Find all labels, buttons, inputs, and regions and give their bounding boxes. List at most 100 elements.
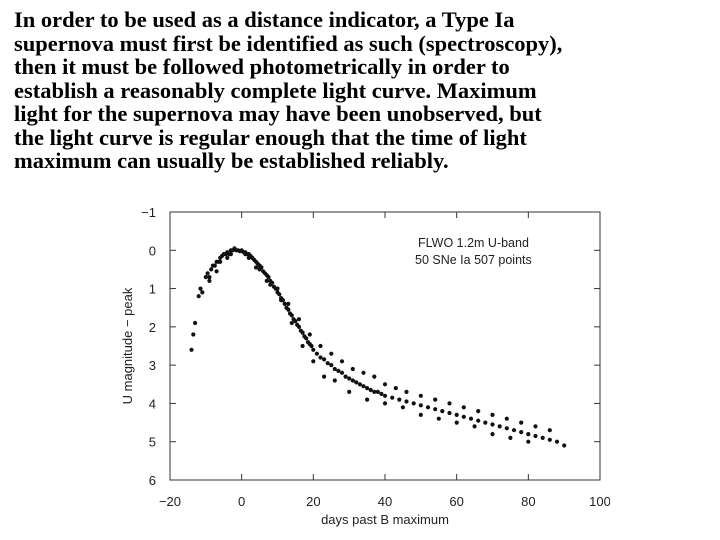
y-axis-label: U magnitude − peak [120, 287, 135, 404]
data-point [404, 389, 409, 394]
data-point [332, 378, 337, 383]
data-point [300, 343, 305, 349]
data-point [375, 389, 380, 394]
x-tick-label: 80 [521, 494, 535, 509]
y-tick-label: 3 [149, 358, 156, 373]
data-point [311, 347, 316, 352]
data-point [519, 430, 524, 435]
light-curve-chart: −1 0 1 2 3 4 5 6 −20 0 20 40 60 80 100 FLWO 1.2m U-ba… [120, 205, 610, 527]
paragraph-line-5: light for the supernova may have been un… [14, 101, 542, 126]
data-point [325, 361, 330, 366]
data-point [311, 359, 316, 364]
data-point [314, 351, 319, 356]
data-point [264, 278, 269, 283]
data-point [418, 403, 423, 408]
data-point [300, 330, 305, 335]
x-tick-label: 0 [238, 494, 245, 509]
data-point [207, 275, 212, 280]
paragraph-line-1: In order to be used as a distance indica… [14, 7, 515, 32]
paragraph-line-3: then it must be followed photometrically… [14, 54, 510, 79]
data-point [497, 424, 502, 429]
data-point [196, 294, 201, 299]
data-point [361, 384, 366, 389]
data-point [200, 290, 205, 295]
data-point [490, 432, 495, 437]
data-point [286, 307, 291, 312]
data-point [350, 378, 355, 383]
data-point [365, 386, 370, 391]
data-point [379, 391, 384, 396]
data-point [336, 368, 341, 373]
data-point [347, 389, 352, 394]
data-point [339, 370, 345, 375]
data-point [339, 359, 345, 364]
data-point [279, 298, 284, 303]
data-point [275, 286, 280, 291]
y-tick-label: −1 [141, 205, 156, 220]
data-point [508, 435, 513, 440]
data-point [454, 420, 459, 425]
data-point [433, 407, 438, 412]
data-point [205, 271, 210, 276]
data-point [382, 382, 388, 387]
x-tick-label: −20 [159, 494, 181, 509]
data-point [436, 416, 441, 421]
paragraph-line-2: supernova must first be identified as su… [14, 30, 563, 56]
data-point [343, 374, 348, 379]
data-point [519, 420, 524, 425]
data-point [547, 428, 552, 433]
data-point [490, 412, 495, 417]
description-paragraph: In order to be used as a distance indica… [14, 8, 714, 173]
data-point [447, 410, 452, 416]
y-tick-label: 6 [149, 473, 156, 488]
data-point [361, 370, 366, 375]
data-point [218, 259, 223, 264]
data-point [418, 393, 423, 398]
paragraph-line-6: the light curve is regular enough that t… [14, 124, 527, 150]
annotation-line-2: 50 SNe Ia 507 points [415, 253, 532, 267]
y-tick-label: 4 [149, 396, 156, 411]
data-point [400, 405, 405, 410]
y-tick-label: 2 [149, 320, 156, 335]
data-point [526, 439, 531, 444]
data-point [322, 357, 327, 362]
plot-frame [169, 211, 601, 481]
data-point [207, 278, 212, 283]
data-point [266, 275, 271, 280]
data-point [209, 267, 214, 272]
data-point [193, 320, 198, 326]
data-point [296, 317, 302, 322]
data-point [504, 416, 509, 421]
data-point [329, 363, 334, 368]
data-point [329, 351, 334, 356]
data-point [243, 252, 248, 257]
data-point [372, 374, 377, 379]
data-point [533, 424, 538, 429]
data-point [382, 393, 388, 398]
data-point [382, 401, 388, 406]
data-point [309, 343, 314, 349]
data-point [461, 414, 466, 419]
data-point [257, 267, 262, 272]
data-point [472, 424, 477, 429]
data-point [214, 269, 219, 274]
data-point [350, 366, 355, 372]
data-point [307, 332, 312, 337]
data-point [318, 343, 323, 349]
data-point [526, 432, 531, 437]
x-tick-label: 40 [378, 494, 392, 509]
data-point [289, 313, 294, 318]
data-point [490, 422, 495, 427]
data-point [562, 443, 567, 448]
data-point [332, 366, 337, 372]
data-point [454, 412, 459, 417]
data-point [365, 397, 370, 402]
data-points [189, 246, 567, 448]
data-point [540, 435, 545, 440]
data-point [189, 347, 194, 352]
y-tick-labels: −1 0 1 2 3 4 5 6 [141, 205, 156, 488]
y-tick-label: 1 [149, 282, 156, 297]
x-tick-labels: −20 0 20 40 60 80 100 [159, 494, 610, 509]
data-point [483, 420, 488, 425]
data-point [393, 386, 398, 391]
